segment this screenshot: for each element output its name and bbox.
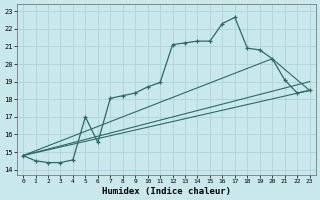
X-axis label: Humidex (Indice chaleur): Humidex (Indice chaleur): [102, 187, 231, 196]
